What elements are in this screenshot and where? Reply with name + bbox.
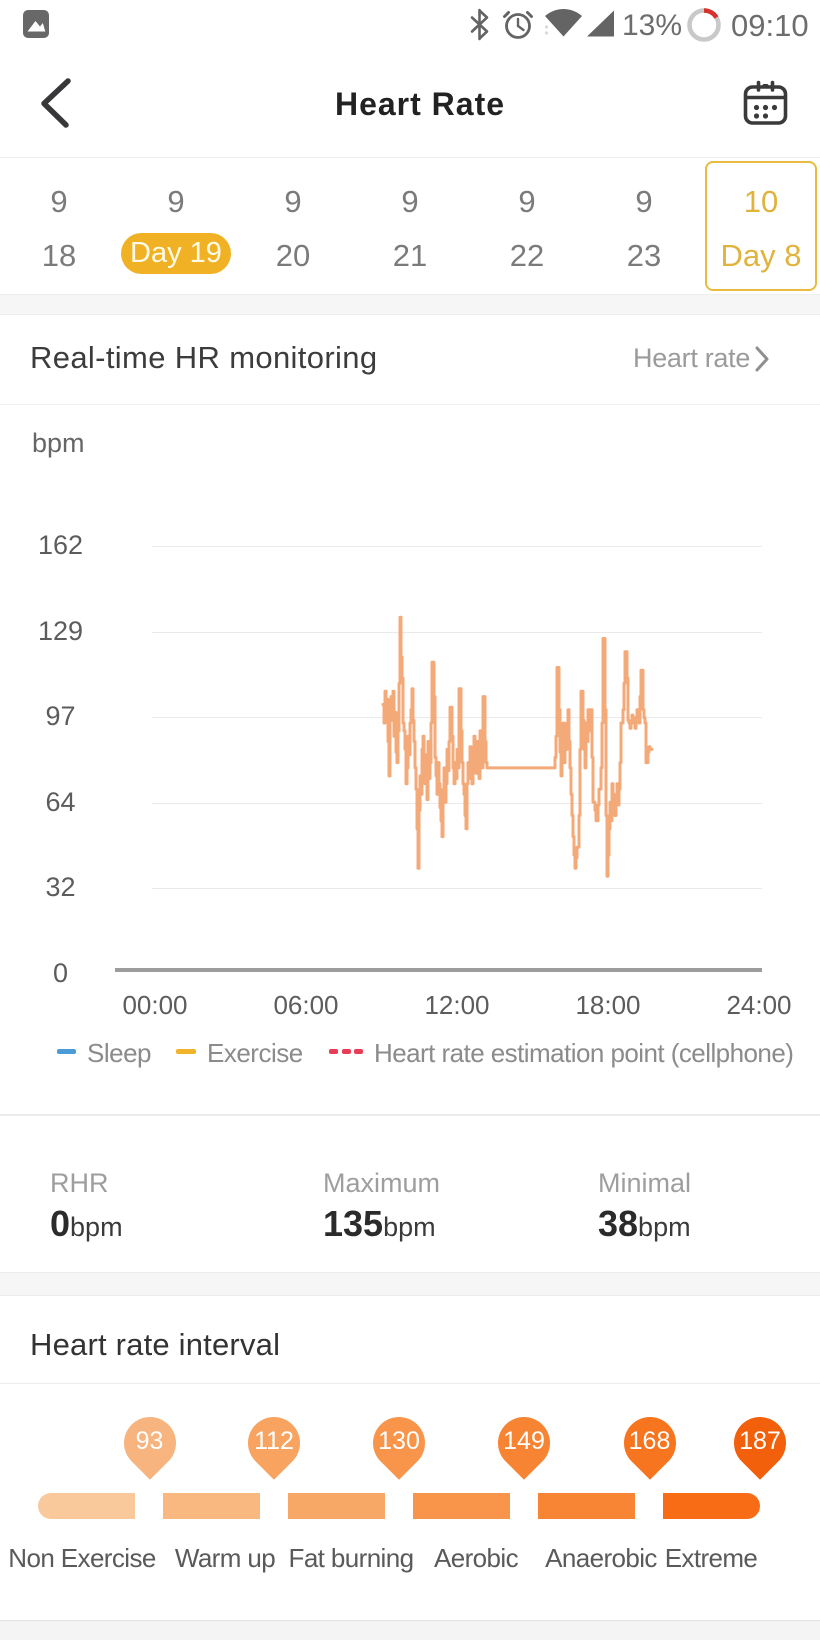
svg-text:09:10: 09:10: [731, 8, 809, 43]
svg-text:13%: 13%: [622, 9, 682, 42]
